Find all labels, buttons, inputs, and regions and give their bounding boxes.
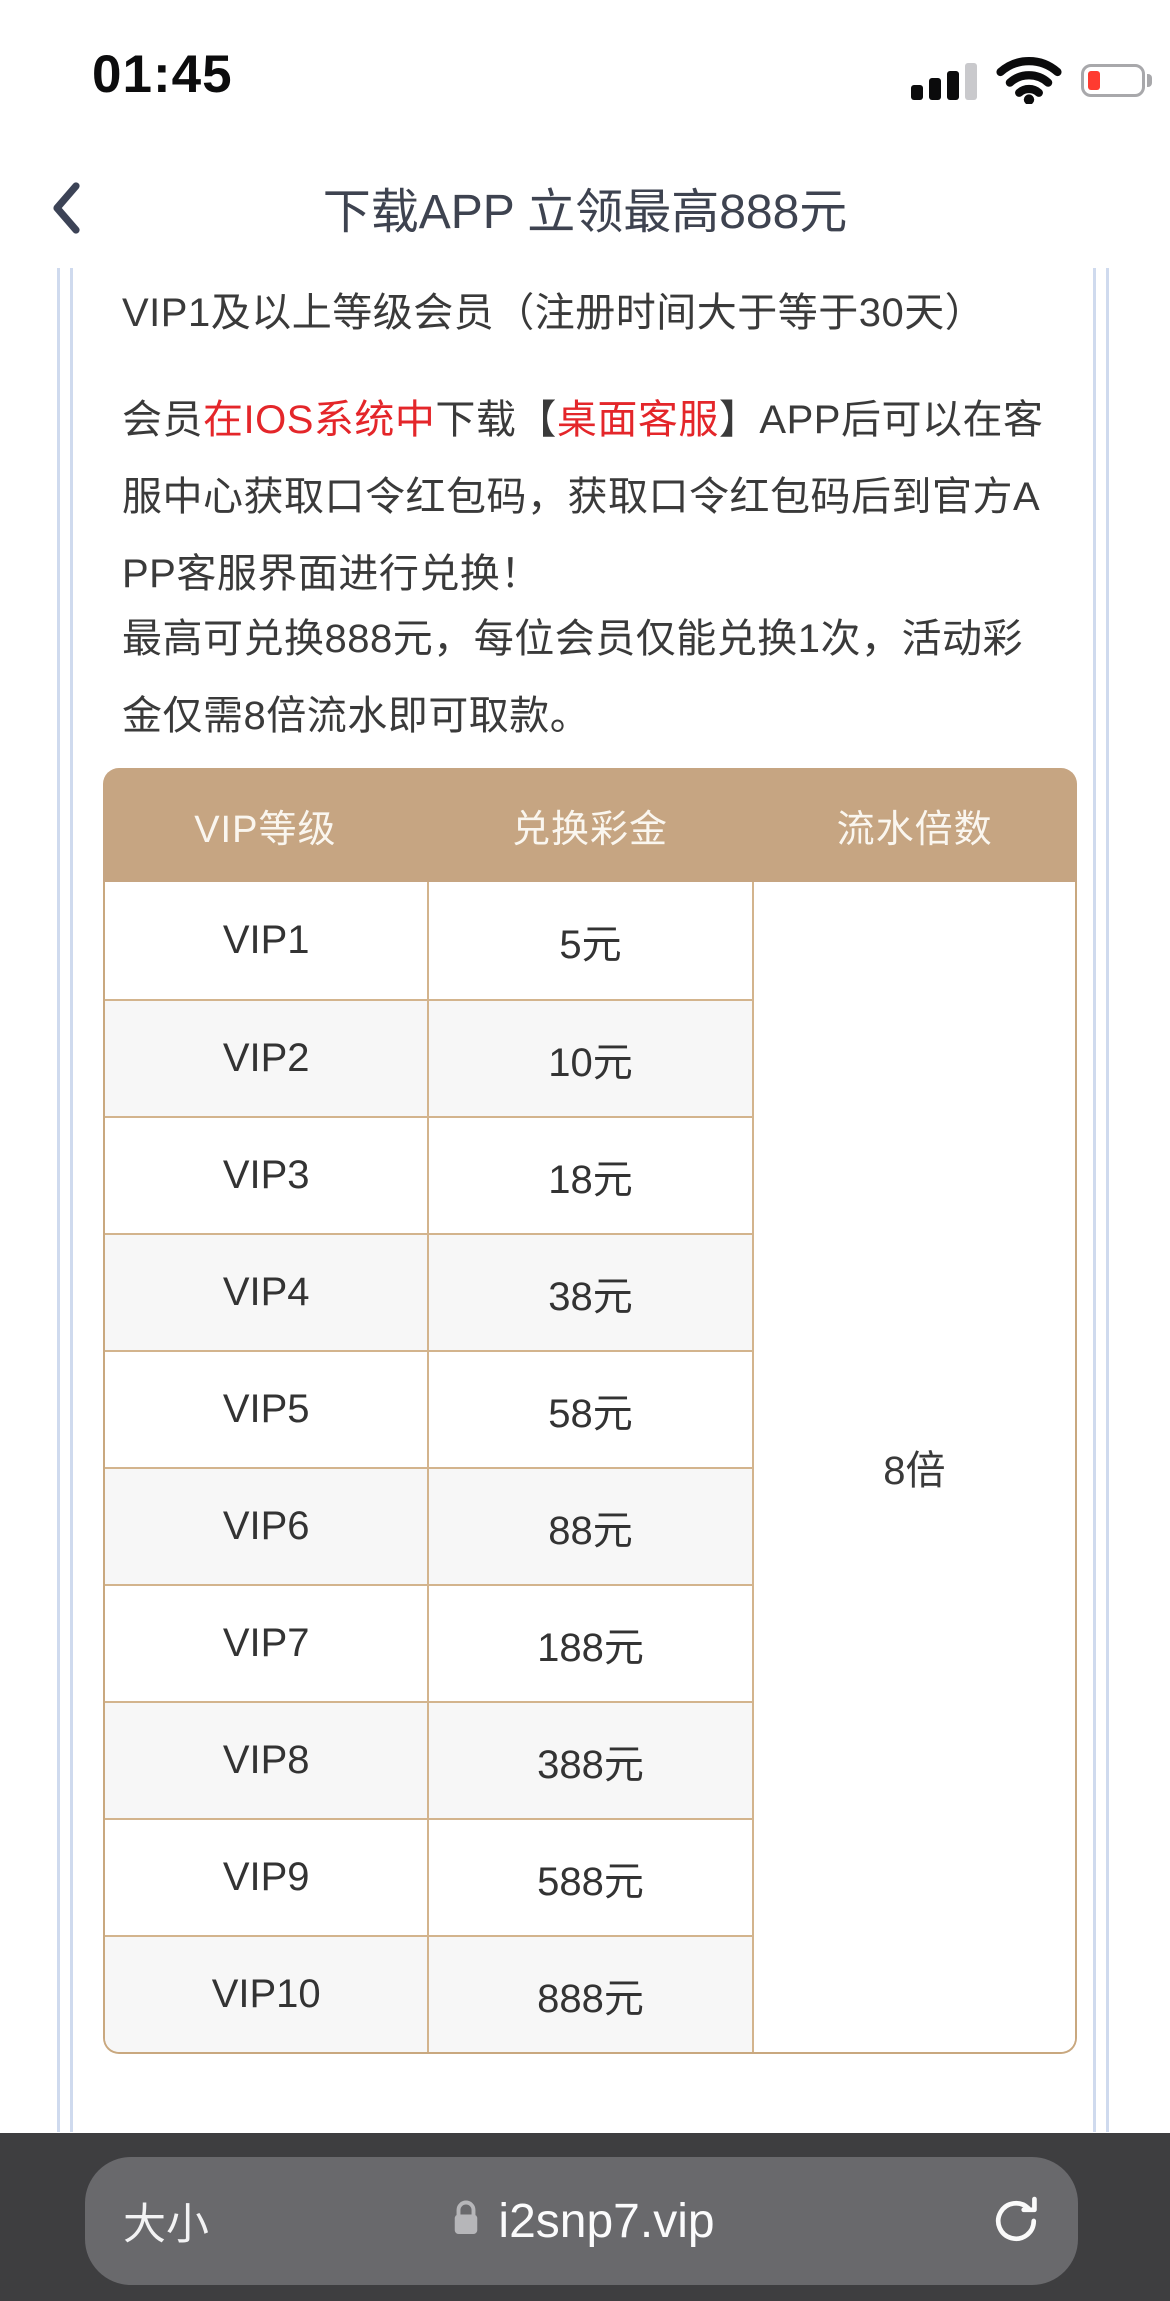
cell-bonus: 388元 [427,1703,751,1818]
chevron-left-icon [53,182,80,234]
safari-bottom-bar: 大小 i2snp7.vip [0,2133,1170,2301]
content-frame-border-left-inner [70,268,73,2132]
signal-bar [947,70,959,100]
table-row: VIP3 18元 [105,1116,752,1233]
cell-turnover-merged: 8倍 [751,882,1075,2052]
paragraph-instructions: 会员在IOS系统中下载【桌面客服】APP后可以在客服中心获取口令红包码，获取口令… [122,382,1060,613]
url-display[interactable]: i2snp7.vip [85,2157,1078,2285]
lock-icon [448,2196,484,2247]
p2-text: 】APP后可以在客服中心获取口令红包码，获取口令红包码后到官方APP客服界面进行… [122,398,1044,596]
col-header-bonus: 兑换彩金 [512,808,669,851]
p2-highlight-app-name: 桌面客服 [556,398,719,442]
col-header-vip-level: VIP等级 [194,808,337,851]
cell-bonus: 88元 [427,1469,751,1584]
table-row: VIP2 10元 [105,999,752,1116]
paragraph-limits: 最高可兑换888元，每位会员仅能兑换1次，活动彩金仅需8倍流水即可取款。 [122,617,1023,738]
table-row: VIP5 58元 [105,1350,752,1467]
reload-button[interactable] [988,2157,1044,2285]
cell-vip-level: VIP6 [222,1504,310,1548]
cell-vip-level: VIP1 [222,918,310,962]
table-row: VIP1 5元 [105,882,752,999]
status-time: 01:45 [92,45,233,104]
cell-bonus: 10元 [427,1001,751,1116]
cell-vip-level: VIP10 [211,1972,321,2016]
cell-bonus: 888元 [427,1937,751,2052]
table-row: VIP9 588元 [105,1818,752,1935]
wifi-icon [995,52,1063,109]
cell-bonus: 18元 [427,1118,751,1233]
cell-vip-level: VIP2 [222,1036,310,1080]
cell-bonus: 5元 [427,882,751,999]
cell-bonus: 58元 [427,1352,751,1467]
page-title: 下载APP 立领最高888元 [322,186,848,239]
table-rows: VIP1 5元 VIP2 10元 VIP3 18元 VIP4 38元 VIP5 … [105,882,752,2052]
cell-bonus: 588元 [427,1820,751,1935]
battery-nub [1147,74,1152,87]
content-frame-border-left-outer [57,268,60,2132]
col-header-turnover: 流水倍数 [836,808,993,851]
reload-icon [995,2196,1037,2242]
cell-bonus: 38元 [427,1235,751,1350]
signal-bar [911,84,923,100]
cell-vip-level: VIP8 [222,1738,310,1782]
table-header-row: VIP等级 兑换彩金 流水倍数 [103,768,1077,882]
content-frame-border-right-outer [1106,268,1109,2132]
signal-bar-empty [965,62,977,100]
p2-text: 下载【 [435,398,557,442]
cell-vip-level: VIP7 [222,1621,310,1665]
table-row: VIP10 888元 [105,1935,752,2052]
signal-bar [929,77,941,100]
content-frame-border-right-inner [1093,268,1096,2132]
table-row: VIP4 38元 [105,1233,752,1350]
cellular-signal-icon [911,62,977,100]
p2-highlight-ios: 在IOS系统中 [203,398,436,442]
cell-vip-level: VIP4 [222,1270,310,1314]
battery-outline [1081,64,1145,97]
p2-text: 会员 [122,398,203,442]
status-icons [911,52,1152,109]
cell-vip-level: VIP5 [222,1387,310,1431]
paragraph-eligibility: VIP1及以上等级会员（注册时间大于等于30天） [122,291,986,335]
cell-vip-level: VIP9 [222,1855,310,1899]
table-row: VIP6 88元 [105,1467,752,1584]
address-bar[interactable]: 大小 i2snp7.vip [85,2157,1078,2285]
cell-vip-level: VIP3 [222,1153,310,1197]
back-button[interactable] [40,178,92,238]
battery-icon [1081,64,1152,97]
url-text: i2snp7.vip [498,2194,715,2248]
table-row: VIP7 188元 [105,1584,752,1701]
text-size-button[interactable]: 大小 [123,2201,209,2249]
table-body: VIP1 5元 VIP2 10元 VIP3 18元 VIP4 38元 VIP5 … [103,882,1077,2054]
battery-level-low [1088,71,1100,90]
table-row: VIP8 388元 [105,1701,752,1818]
cell-bonus: 188元 [427,1586,751,1701]
vip-bonus-table: VIP等级 兑换彩金 流水倍数 VIP1 5元 VIP2 10元 VIP3 18… [103,768,1077,2054]
nav-header: 下载APP 立领最高888元 [0,160,1170,256]
status-bar: 01:45 [0,0,1170,110]
